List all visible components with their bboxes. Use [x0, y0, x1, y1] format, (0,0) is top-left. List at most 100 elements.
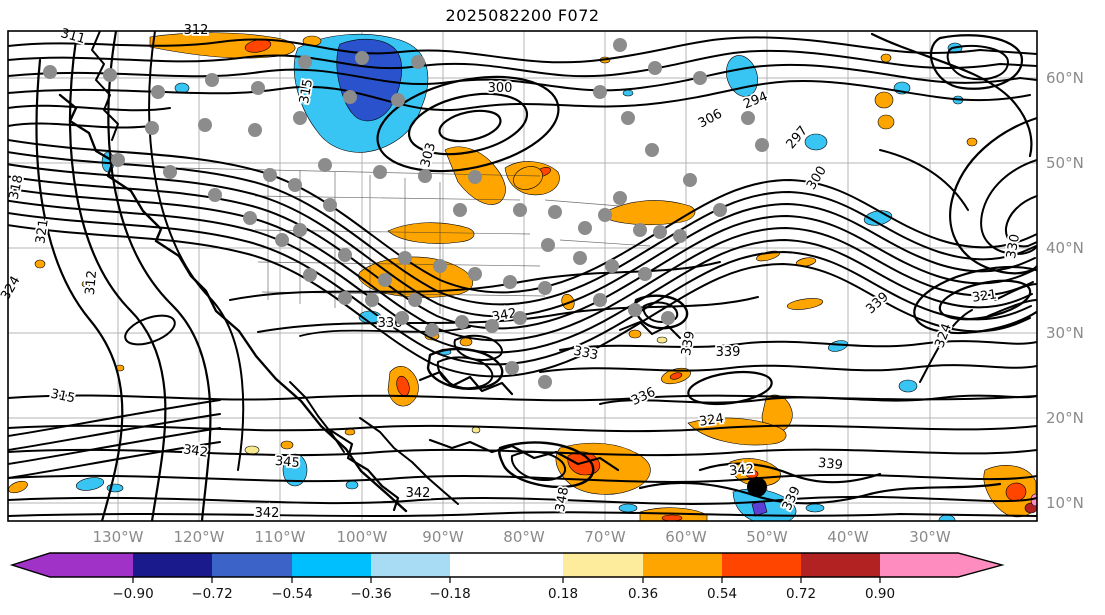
station-dot	[103, 68, 117, 82]
colorbar-segment	[450, 553, 563, 577]
contour-loop	[687, 370, 773, 406]
station-dot	[293, 223, 307, 237]
colorbar-tick-label: −0.18	[429, 586, 470, 602]
contour-line	[642, 301, 679, 323]
station-dot	[163, 165, 177, 179]
colorbar-segment	[292, 553, 371, 577]
lon-tick-label: 80°W	[503, 528, 545, 546]
contour-label: 342	[182, 442, 209, 460]
anomaly-patch	[880, 53, 892, 63]
station-dot	[205, 73, 219, 87]
station-dot	[548, 205, 562, 219]
contour-lines	[8, 31, 1037, 521]
boundary-line	[559, 239, 651, 247]
station-dot	[145, 121, 159, 135]
anomaly-patch	[827, 340, 849, 352]
chart-title: 2025082200 F072	[445, 6, 600, 25]
contour-line	[8, 399, 221, 437]
station-dot	[208, 188, 222, 202]
contour-line	[698, 462, 882, 484]
contour-line	[8, 427, 221, 465]
station-dot	[661, 311, 675, 325]
colorbar-segment	[643, 553, 722, 577]
station-dot	[755, 138, 769, 152]
contour-label: 348	[553, 486, 572, 513]
contour-label: 330	[1004, 233, 1023, 260]
station-dot	[433, 259, 447, 273]
station-dot	[693, 71, 707, 85]
anomaly-patch	[387, 222, 475, 244]
station-dot	[355, 51, 369, 65]
station-dot	[251, 81, 265, 95]
contour-line	[8, 424, 1037, 433]
anomaly-patch	[244, 445, 260, 455]
station-dot	[598, 208, 612, 222]
axis-tick-labels: 130°W 120°W 110°W 100°W 90°W 80°W 70°W 60°W 50°W…	[93, 69, 1084, 546]
contour-line	[8, 151, 1037, 306]
station-dot	[513, 203, 527, 217]
station-dot	[323, 198, 337, 212]
anomaly-patch	[687, 417, 787, 446]
station-dot	[418, 169, 432, 183]
boundary-line	[254, 195, 521, 201]
contour-loop	[438, 109, 502, 143]
contour-line	[257, 296, 759, 333]
contour-label: 324	[698, 411, 725, 429]
station-dot	[538, 281, 552, 295]
lon-tick-label: 30°W	[909, 528, 951, 546]
colorbar-segment	[212, 553, 292, 577]
lat-tick-label: 10°N	[1046, 494, 1084, 512]
contour-label: 339	[817, 456, 843, 474]
station-dot	[378, 273, 392, 287]
anomaly-patch	[8, 480, 28, 494]
lat-tick-label: 40°N	[1046, 239, 1084, 257]
station-dot	[593, 293, 607, 307]
station-dot	[243, 211, 257, 225]
contour-line	[8, 211, 1032, 366]
anomaly-patch	[599, 200, 696, 226]
station-dot	[398, 251, 412, 265]
contour-line	[919, 309, 973, 383]
station-dot	[605, 259, 619, 273]
lon-tick-label: 130°W	[93, 528, 144, 546]
anomaly-patch	[656, 336, 668, 344]
anomaly-patch	[804, 133, 828, 151]
station-dot	[411, 55, 425, 69]
colorbar-tick-label: 0.90	[865, 586, 895, 602]
contour-line	[8, 199, 1033, 354]
colorbar-tick-label: 0.54	[707, 586, 737, 602]
station-dot	[373, 165, 387, 179]
contour-line	[559, 340, 1037, 351]
contour-line	[8, 104, 171, 112]
station-dot	[638, 267, 652, 281]
station-dot	[293, 111, 307, 125]
colorbar-outline	[9, 552, 1005, 578]
contour-line	[980, 159, 1037, 255]
contour-line	[8, 441, 221, 479]
contour-loop	[376, 75, 560, 173]
station-dot	[645, 143, 659, 157]
boundary-line	[257, 261, 541, 267]
lat-tick-label: 50°N	[1046, 154, 1084, 172]
anomaly-patch	[805, 503, 825, 513]
anomaly-patch	[174, 82, 190, 94]
contour-line	[619, 321, 681, 339]
station-dot	[485, 319, 499, 333]
colorbar-over-arrow	[958, 553, 1002, 577]
contour-label: 339	[679, 330, 698, 357]
contour-line	[148, 31, 245, 471]
colorbar-tick-label: −0.90	[112, 586, 153, 602]
lat-tick-label: 20°N	[1046, 409, 1084, 427]
station-dot	[391, 93, 405, 107]
station-dot	[713, 203, 727, 217]
station-dot	[338, 291, 352, 305]
contour-loop	[938, 279, 1032, 321]
contour-label: 324	[0, 274, 24, 303]
lat-tick-label: 60°N	[1046, 69, 1084, 87]
anomaly-patch	[34, 259, 46, 269]
station-dot	[648, 61, 662, 75]
anomaly-patch	[628, 329, 642, 339]
anomaly-patch	[898, 379, 918, 393]
anomaly-patch	[81, 280, 91, 288]
lon-tick-label: 90°W	[422, 528, 464, 546]
